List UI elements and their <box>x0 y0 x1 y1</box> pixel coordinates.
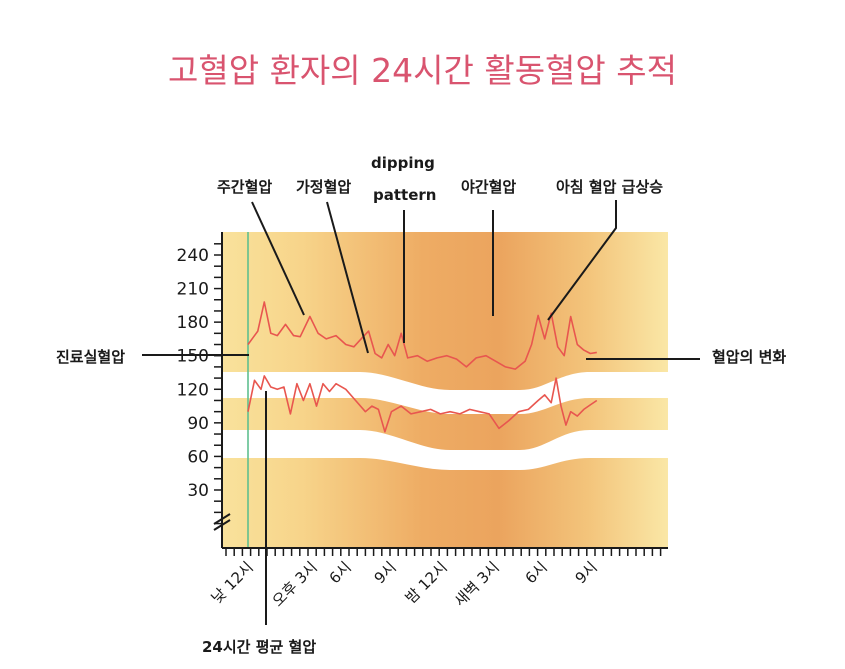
systolic-bp-line <box>247 301 597 370</box>
annotation-night-bp: 야간혈압 <box>461 178 516 196</box>
diastolic-bp-line <box>247 375 598 433</box>
y-tick-label: 30 <box>187 481 209 501</box>
x-label-9am: 9시 <box>572 558 601 587</box>
y-axis-ticks <box>214 243 222 525</box>
diastolic-white-band <box>222 430 668 470</box>
annotation-dipping-2: pattern <box>373 186 436 204</box>
chart-title: 고혈압 환자의 24시간 활동혈압 추적 <box>168 51 677 90</box>
y-tick-label: 150 <box>177 347 209 367</box>
y-tick-label: 60 <box>187 447 209 467</box>
y-tick-label: 180 <box>177 313 209 333</box>
annotation-pointer <box>251 201 305 316</box>
annotation-dipping-1: dipping <box>371 154 435 172</box>
y-tick-label: 240 <box>177 246 209 266</box>
x-label-3am: 새벽 3시 <box>451 558 503 610</box>
x-label-midnight: 밤 12시 <box>402 558 451 607</box>
y-axis-labels: 240 210 180 150 120 90 60 30 <box>177 246 209 501</box>
annotation-pointer <box>326 201 369 354</box>
annotation-24h-mean: 24시간 평균 혈압 <box>202 638 316 656</box>
y-tick-label: 210 <box>177 280 209 300</box>
x-label-3pm: 오후 3시 <box>269 558 321 610</box>
annotation-bp-change: 혈압의 변화 <box>712 348 786 366</box>
y-tick-label: 90 <box>187 414 209 434</box>
x-label-6pm: 6시 <box>326 558 355 587</box>
x-axis-ticks <box>225 548 662 556</box>
annotation-morning-surge: 아침 혈압 급상승 <box>556 178 663 196</box>
annotation-clinic-bp: 진료실혈압 <box>56 348 125 366</box>
x-label-noon: 낮 12시 <box>208 558 257 607</box>
annotation-daytime-bp: 주간혈압 <box>217 178 272 196</box>
y-tick-label: 120 <box>177 380 209 400</box>
axis-break-icon <box>213 513 231 531</box>
annotation-pointer <box>547 200 617 321</box>
x-label-9pm: 9시 <box>371 558 400 587</box>
x-label-6am: 6시 <box>522 558 551 587</box>
annotation-home-bp: 가정혈압 <box>296 178 351 196</box>
